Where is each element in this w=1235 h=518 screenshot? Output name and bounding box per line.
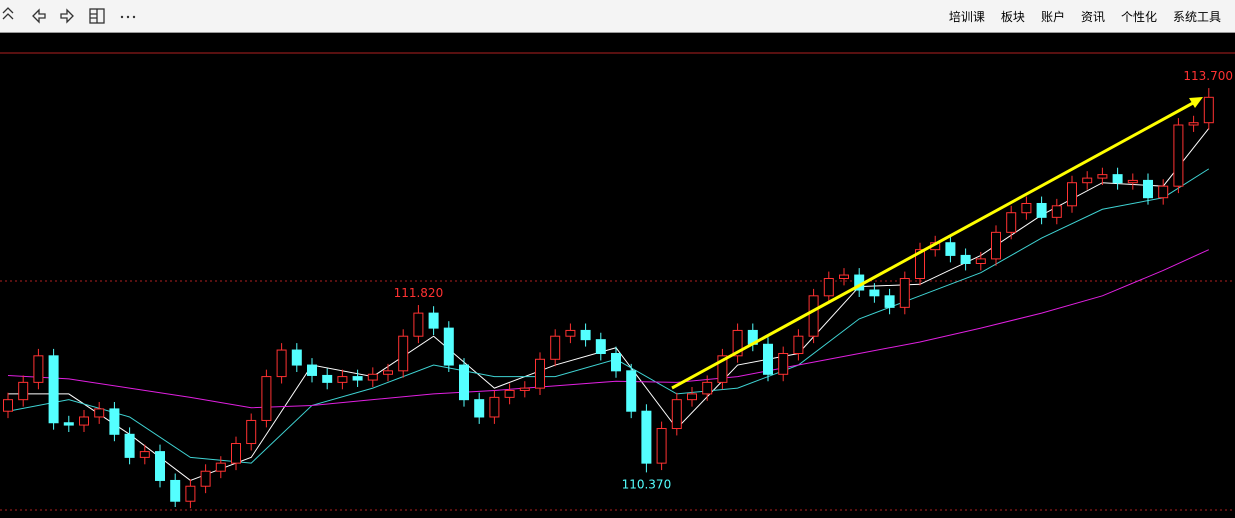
candle-body (1203, 96, 1214, 124)
candle-body (200, 470, 211, 487)
price-annotation: 113.700 (1183, 69, 1233, 83)
candle-body (322, 374, 333, 383)
candle-body (428, 312, 439, 329)
candle-body (656, 428, 667, 464)
candle-body (641, 410, 652, 464)
candle-body (489, 396, 500, 418)
candle-body (79, 416, 89, 426)
candle-body (945, 242, 956, 256)
candle-body (960, 254, 971, 264)
menu-item[interactable]: 账户 (1040, 9, 1065, 24)
candle-body (1188, 122, 1199, 126)
candle-body (124, 433, 135, 458)
candle-body (975, 258, 986, 264)
candle-body (550, 335, 561, 360)
candle-body (535, 358, 545, 389)
back-icon[interactable] (32, 8, 46, 24)
candle-body (702, 381, 713, 395)
candle-body (687, 393, 697, 401)
candle-body (1051, 205, 1062, 218)
candle-body (18, 381, 29, 401)
nav-icons (2, 7, 136, 24)
menu: 培训课 板块 账户 资讯 个性化 系统工具 (949, 0, 1221, 32)
candle-body (1097, 174, 1108, 179)
candle-body (1006, 212, 1017, 233)
candle-body (671, 399, 682, 430)
price-annotation: 111.820 (394, 286, 444, 300)
candle-body (398, 335, 409, 372)
candle-body (519, 387, 530, 391)
candle-body (3, 399, 13, 412)
ma-line (8, 128, 1210, 482)
candle-body (155, 451, 165, 481)
menu-item[interactable]: 资讯 (1080, 9, 1105, 24)
candle-body (991, 231, 1001, 260)
candle-body (139, 451, 150, 458)
candle-body (915, 249, 925, 279)
candle-body (1036, 202, 1047, 218)
candle-body (595, 339, 606, 355)
menu-item[interactable]: 板块 (1000, 9, 1025, 24)
candle-body (1158, 185, 1169, 199)
candle-body (413, 312, 424, 337)
candle-body (611, 353, 621, 372)
candle-body (565, 329, 576, 337)
candle-body (1127, 179, 1138, 184)
candle-body (185, 485, 196, 502)
candle-body (1067, 182, 1077, 207)
candle-body (884, 295, 895, 308)
candle-body (261, 376, 272, 421)
candle-body (231, 443, 241, 464)
candle-body (732, 329, 743, 357)
candle-body (443, 327, 454, 366)
candle-body (63, 422, 74, 426)
candle-body (717, 355, 728, 383)
more-icon[interactable] (120, 15, 136, 19)
toolbar: 培训课 板块 账户 资讯 个性化 系统工具 (0, 0, 1235, 33)
candle-body (839, 274, 849, 279)
candle-body (246, 419, 257, 445)
candle-body (307, 364, 317, 376)
candle-body (48, 355, 59, 424)
candle-body (1143, 179, 1153, 199)
candle-body (626, 370, 637, 412)
menu-item[interactable]: 个性化 (1120, 9, 1157, 24)
collapse-icon[interactable] (2, 7, 14, 20)
menu-item[interactable]: 系统工具 (1172, 9, 1221, 24)
candle-body (1173, 124, 1184, 187)
candle-body (504, 389, 515, 398)
candle-body (367, 373, 378, 381)
candle-body (793, 335, 804, 355)
chart: 111.820 110.370 113.700 (0, 52, 1235, 511)
candle-body (1112, 174, 1123, 184)
candle-body (337, 376, 348, 383)
trend-arrow (671, 97, 1203, 390)
candle-body (170, 479, 181, 502)
price-annotation: 110.370 (622, 477, 672, 491)
candle-body (1021, 202, 1032, 214)
candle-body (291, 349, 302, 366)
candle-body (459, 364, 469, 401)
candle-body (109, 408, 120, 435)
ma-line (7, 249, 1210, 409)
forward-icon[interactable] (60, 8, 74, 24)
menu-item[interactable]: 培训课 (948, 9, 985, 24)
candle-body (474, 399, 485, 418)
candle-body (276, 349, 287, 378)
candle-body (215, 462, 226, 472)
candle-body (869, 289, 880, 297)
candle-body (580, 329, 591, 341)
candle-body (1082, 177, 1093, 184)
candle-body (899, 277, 910, 308)
candle-body (808, 295, 819, 337)
candle-body (763, 343, 773, 375)
candle-body (778, 353, 789, 375)
candle-body (352, 376, 363, 381)
candle-body (383, 370, 393, 375)
candle-body (823, 277, 834, 297)
candle-body (33, 355, 44, 383)
candle-body (94, 408, 105, 418)
